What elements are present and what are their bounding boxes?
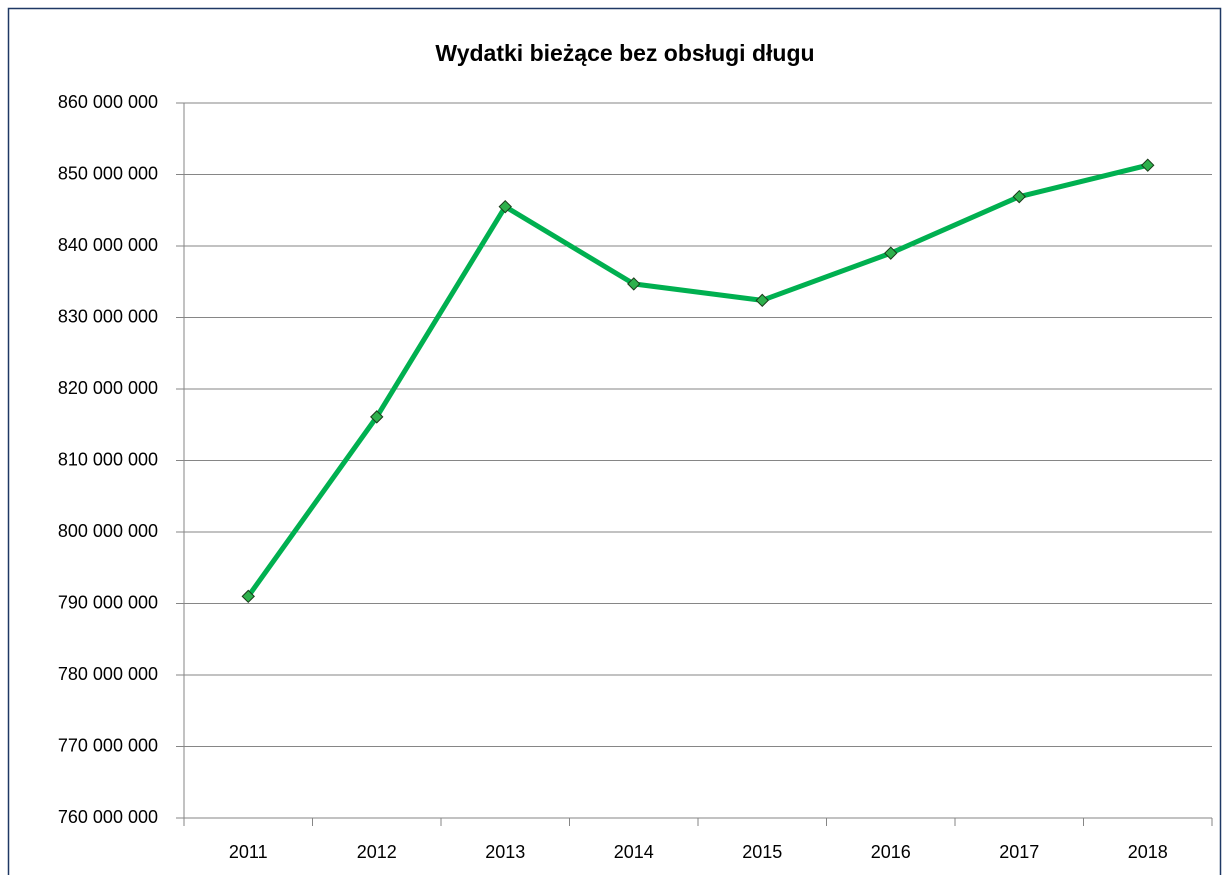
y-tick-label: 850 000 000	[58, 163, 158, 183]
data-marker	[498, 199, 512, 214]
data-marker	[370, 410, 384, 424]
y-tick-label: 820 000 000	[58, 378, 158, 398]
x-tick-label: 2015	[742, 842, 782, 862]
chart-title: Wydatki bieżące bez obsługi długu	[435, 40, 814, 66]
y-tick-label: 840 000 000	[58, 235, 158, 255]
x-tick-label: 2018	[1128, 842, 1168, 862]
y-tick-label: 860 000 000	[58, 92, 158, 112]
data-marker	[1141, 158, 1155, 172]
x-tick-label: 2013	[485, 842, 525, 862]
y-tick-label: 810 000 000	[58, 449, 158, 469]
chart-border	[7, 7, 1222, 875]
y-tick-label: 800 000 000	[58, 521, 158, 541]
x-tick-label: 2012	[357, 842, 397, 862]
data-marker	[1012, 189, 1026, 204]
y-tick-label: 770 000 000	[58, 735, 158, 755]
data-marker	[241, 589, 255, 604]
y-tick-label: 760 000 000	[58, 807, 158, 827]
series-line	[246, 162, 1149, 598]
y-tick-label: 830 000 000	[58, 306, 158, 326]
x-tick-label: 2014	[614, 842, 654, 862]
x-tick-label: 2016	[871, 842, 911, 862]
data-marker	[884, 246, 898, 260]
x-tick-label: 2017	[999, 842, 1039, 862]
y-tick-label: 790 000 000	[58, 592, 158, 612]
x-tick-label: 2011	[229, 842, 268, 862]
data-marker	[627, 277, 641, 291]
y-tick-label: 780 000 000	[58, 664, 158, 684]
data-marker	[755, 293, 769, 308]
